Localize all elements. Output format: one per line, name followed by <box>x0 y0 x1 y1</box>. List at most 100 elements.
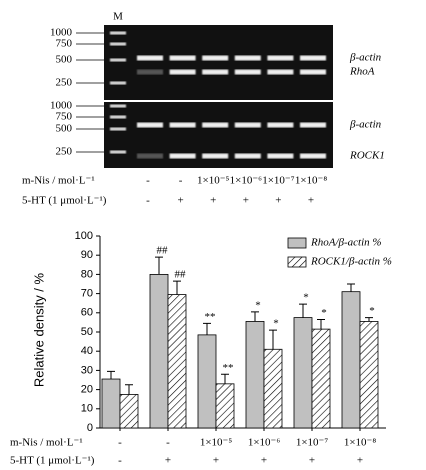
x-row-value: 1×10⁻⁵ <box>200 437 233 449</box>
bar <box>311 328 331 429</box>
y-tick-label: 20 <box>81 384 93 396</box>
condition-label: 5-HT (1 μmol·L⁻¹) <box>22 195 107 207</box>
condition-value: - <box>146 175 150 187</box>
gel-band <box>169 69 196 75</box>
bar <box>119 393 139 429</box>
condition-label: m-Nis / mol·L⁻¹ <box>22 175 95 187</box>
marker-label: 1000 <box>50 27 73 39</box>
marker-label: 500 <box>56 123 73 135</box>
error-bar <box>365 317 373 322</box>
significance-label: ## <box>175 269 187 281</box>
gel-band <box>267 122 294 128</box>
gel-band <box>300 153 326 159</box>
marker-label: 750 <box>56 38 73 50</box>
gel-panel <box>104 25 333 100</box>
condition-value: - <box>179 175 183 187</box>
condition-value: + <box>308 195 314 207</box>
band-label: ROCK1 <box>349 150 385 162</box>
gel-band <box>202 122 229 128</box>
bar <box>101 378 121 429</box>
error-bar <box>155 256 163 275</box>
significance-label: * <box>321 307 327 319</box>
bar <box>293 317 313 429</box>
x-row-value: 1×10⁻⁶ <box>248 437 281 449</box>
condition-value: + <box>275 195 281 207</box>
error-bar <box>269 329 277 350</box>
x-row-value: + <box>309 455 315 467</box>
error-bar <box>173 280 181 295</box>
significance-label: * <box>303 292 309 304</box>
gel-band <box>137 153 163 159</box>
x-row-value: - <box>118 437 122 449</box>
bar <box>359 321 379 429</box>
error-bar <box>203 322 211 335</box>
band-label: β-actin <box>349 52 382 64</box>
gel-band <box>300 69 326 75</box>
y-tick-label: 70 <box>81 288 93 300</box>
y-tick-label: 80 <box>81 268 93 280</box>
condition-value: + <box>210 195 216 207</box>
error-bar <box>251 311 259 322</box>
band-label: RhoA <box>349 66 375 78</box>
legend-swatch <box>287 256 307 268</box>
ladder-band <box>110 58 126 62</box>
condition-value: + <box>243 195 249 207</box>
x-row-value: + <box>165 455 171 467</box>
ladder-band <box>110 31 126 35</box>
legend-label: ROCK1/β-actin % <box>310 256 392 268</box>
gel-band <box>267 153 294 159</box>
condition-value: 1×10⁻⁷ <box>262 175 295 187</box>
error-bar <box>299 303 307 318</box>
y-tick-label: 90 <box>81 249 93 261</box>
significance-label: * <box>255 299 261 311</box>
x-row-label: 5-HT (1 μmol·L⁻¹) <box>10 455 95 467</box>
marker-label: 1000 <box>50 100 73 112</box>
gel-band <box>234 122 261 128</box>
y-tick-label: 100 <box>75 230 93 242</box>
bar <box>215 383 235 429</box>
gel-band <box>137 69 163 75</box>
y-tick-label: 40 <box>81 345 93 357</box>
gel-band <box>202 153 229 159</box>
ladder-band <box>110 150 126 154</box>
y-tick-label: 30 <box>81 364 93 376</box>
marker-label: 750 <box>56 111 73 123</box>
significance-label: ** <box>205 311 216 323</box>
gel-band <box>202 69 229 75</box>
lane-label: M <box>113 11 123 23</box>
marker-label: 250 <box>56 77 73 89</box>
bar <box>149 273 169 429</box>
ladder-band <box>110 81 126 85</box>
ladder-band <box>110 104 126 108</box>
gel-band <box>202 55 229 61</box>
y-tick-label: 50 <box>81 326 93 338</box>
x-row-value: + <box>357 455 363 467</box>
significance-label: ** <box>223 362 234 374</box>
condition-value: - <box>146 195 150 207</box>
x-row-label: m-Nis / mol·L⁻¹ <box>10 437 83 449</box>
bar <box>245 321 265 429</box>
error-bar <box>347 283 355 292</box>
gel-band <box>137 122 163 128</box>
gel-band <box>267 55 294 61</box>
marker-label: 500 <box>56 54 73 66</box>
significance-label: ## <box>157 245 169 257</box>
x-row-value: 1×10⁻⁸ <box>344 437 377 449</box>
legend-label: RhoA/β-actin % <box>310 237 382 249</box>
x-row-value: + <box>213 455 219 467</box>
y-tick-label: 60 <box>81 307 93 319</box>
gel-band <box>234 55 261 61</box>
gel-band <box>234 153 261 159</box>
y-tick-label: 10 <box>81 403 93 415</box>
gel-band <box>234 69 261 75</box>
error-bar <box>107 370 115 380</box>
bar <box>197 334 217 429</box>
y-tick-label: 0 <box>87 422 93 434</box>
band-label: β-actin <box>349 119 382 131</box>
bar <box>263 348 283 429</box>
condition-value: 1×10⁻⁵ <box>197 175 230 187</box>
gel-band <box>137 55 163 61</box>
bar <box>341 291 361 429</box>
condition-value: + <box>177 195 183 207</box>
